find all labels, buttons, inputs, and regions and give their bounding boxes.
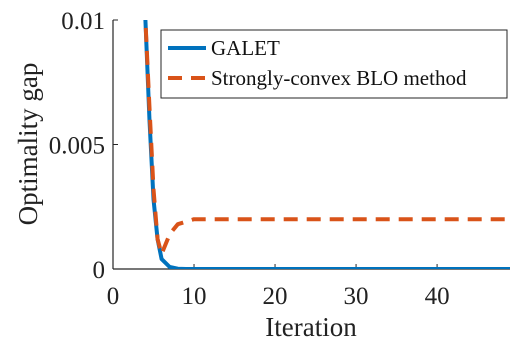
legend-box [160,29,508,99]
legend-label-galet: GALET [211,36,280,60]
x-axis-title: Iteration [265,312,357,339]
y-tick-label: 0 [93,257,106,284]
legend: GALET Strongly-convex BLO method [160,29,508,99]
x-tick-label: 30 [344,283,369,310]
legend-label-strongly-convex-blo: Strongly-convex BLO method [211,66,467,90]
x-ticks: 0 10 20 30 40 [107,264,450,310]
y-ticks: 0 0.005 0.01 [49,8,118,284]
y-tick-label: 0.01 [61,8,105,35]
y-tick-label: 0.005 [49,133,105,160]
series-line-galet [143,20,510,269]
x-tick-label: 10 [182,283,207,310]
series-layer [143,20,510,269]
x-tick-label: 0 [107,283,120,310]
y-axis-title: Optimality gap [13,63,43,226]
series-line-strongly-convex-blo [143,20,510,257]
x-tick-label: 20 [263,283,288,310]
x-tick-label: 40 [425,283,450,310]
